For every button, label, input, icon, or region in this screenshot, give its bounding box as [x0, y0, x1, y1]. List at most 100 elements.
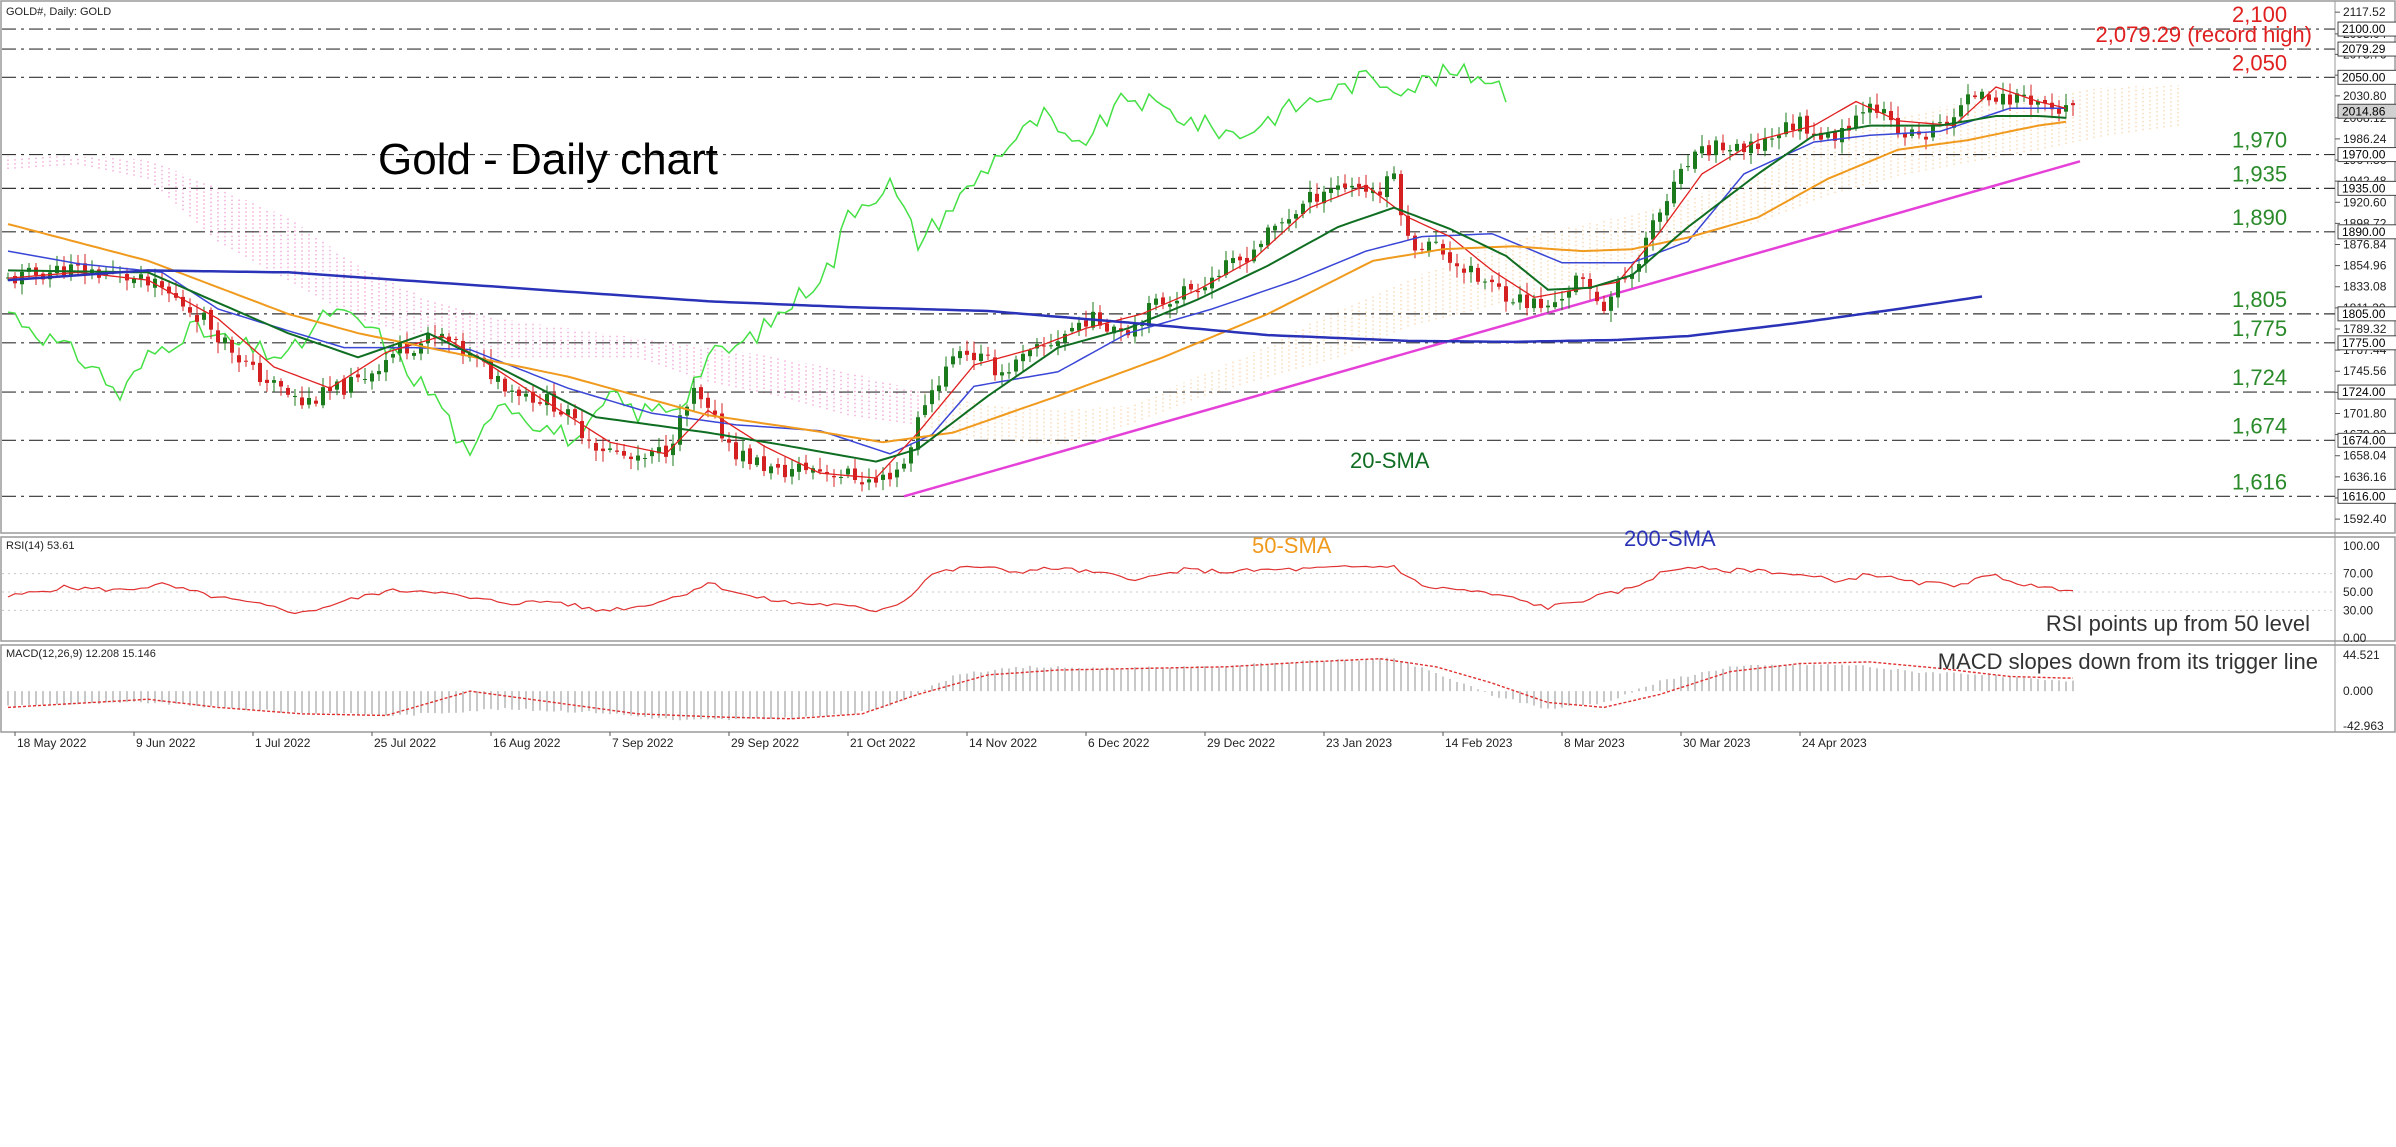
candle-bearish: [1588, 278, 1592, 289]
candle-bullish: [951, 356, 955, 365]
candle-bullish: [1693, 151, 1697, 169]
candle-bullish: [1392, 173, 1396, 180]
candle-bearish: [986, 354, 990, 356]
candle-bearish: [622, 451, 626, 456]
level-price-tag: 1935.00: [2342, 181, 2386, 195]
candle-bullish: [1609, 296, 1613, 311]
candle-bullish: [468, 352, 472, 358]
candle-bearish: [1525, 294, 1529, 308]
level-label: 2,100: [2232, 2, 2287, 27]
candle-bullish: [1063, 333, 1067, 343]
level-price-box: [2337, 306, 2396, 322]
candle-bearish: [160, 281, 164, 288]
candle-bullish: [1679, 168, 1683, 184]
candle-bearish: [2071, 103, 2075, 106]
candle-bullish: [1308, 191, 1312, 203]
date-tick-label: 16 Aug 2022: [493, 736, 561, 750]
candle-bearish: [1084, 320, 1088, 327]
date-tick-label: 14 Feb 2023: [1445, 736, 1513, 750]
candle-bullish: [1049, 345, 1053, 347]
candle-bullish: [1546, 305, 1550, 308]
candle-bearish: [517, 389, 521, 396]
candle-bearish: [580, 421, 584, 439]
candle-bullish: [643, 457, 647, 459]
price-tick-label: 1789.32: [2343, 322, 2387, 336]
price-tick-label: 1833.08: [2343, 280, 2387, 294]
candle-bearish: [489, 359, 493, 380]
candle-bullish: [678, 415, 682, 445]
candle-bullish: [741, 450, 745, 462]
horizontal-levels: 2100.00 2,100 2079.29 2,079.29 (record high…: [2, 2, 2396, 504]
rsi-panel-frame: [0, 536, 2396, 642]
candle-bullish: [1735, 143, 1739, 151]
candle-bearish: [1315, 193, 1319, 202]
current-price-tag: 2014.86: [2342, 104, 2386, 118]
candle-bullish: [1861, 112, 1865, 114]
sma200-label: 200-SMA: [1624, 526, 1716, 551]
date-tick-label: 24 Apr 2023: [1802, 736, 1867, 750]
candle-bullish: [496, 375, 500, 382]
candle-bullish: [790, 469, 794, 477]
candle-bearish: [1238, 256, 1242, 261]
candle-bearish: [2050, 102, 2054, 110]
candle-bullish: [930, 390, 934, 405]
candle-bullish: [1714, 140, 1718, 156]
candle-bullish: [1966, 94, 1970, 105]
date-tick-label: 6 Dec 2022: [1088, 736, 1150, 750]
candle-bearish: [699, 387, 703, 400]
candle-bearish: [447, 336, 451, 342]
candle-bullish: [1280, 222, 1284, 224]
candle-bullish: [1301, 203, 1305, 215]
candle-bullish: [839, 476, 843, 478]
candle-bullish: [1427, 241, 1431, 253]
candle-bullish: [1182, 286, 1186, 300]
candle-bearish: [405, 343, 409, 354]
price-tick-label: 2030.80: [2343, 89, 2387, 103]
rsi-tick-label: 0.00: [2343, 631, 2367, 645]
candle-bullish: [272, 380, 276, 383]
candle-bearish: [1602, 301, 1606, 311]
level-label: 1,724: [2232, 365, 2287, 390]
candle-bullish: [797, 463, 801, 472]
candle-bullish: [307, 397, 311, 405]
level-label: 1,890: [2232, 205, 2287, 230]
candle-bearish: [1042, 345, 1046, 347]
candle-bearish: [762, 456, 766, 471]
candle-bullish: [1322, 191, 1326, 204]
candle-bullish: [1483, 281, 1487, 283]
candle-bullish: [202, 312, 206, 320]
candle-bearish: [629, 456, 633, 460]
level-label: 1,970: [2232, 128, 2287, 153]
candle-bullish: [1518, 294, 1522, 303]
candle-bullish: [1231, 257, 1235, 264]
candle-bullish: [1826, 133, 1830, 138]
level-price-tag: 1674.00: [2342, 433, 2386, 447]
candle-bullish: [223, 337, 227, 344]
candle-bearish: [1448, 252, 1452, 263]
candle-bullish: [293, 396, 297, 398]
candlesticks: [6, 82, 2075, 492]
candle-bearish: [531, 391, 535, 403]
candle-bearish: [1343, 183, 1347, 188]
candle-bearish: [1924, 136, 1928, 140]
date-tick-label: 21 Oct 2022: [850, 736, 916, 750]
candle-bearish: [167, 286, 171, 294]
rsi-tick-label: 100.00: [2343, 539, 2380, 553]
chart-title: Gold - Daily chart: [378, 135, 718, 184]
candle-bullish: [1665, 201, 1669, 216]
candle-bearish: [286, 387, 290, 395]
candle-bullish: [1798, 116, 1802, 132]
price-tick-label: 1986.24: [2343, 132, 2387, 146]
candle-bearish: [1539, 298, 1543, 308]
level-price-box: [2337, 21, 2396, 37]
candle-bearish: [720, 413, 724, 439]
candle-bearish: [1875, 104, 1879, 113]
candle-bullish: [1644, 237, 1648, 264]
candle-bearish: [874, 477, 878, 483]
candle-bullish: [132, 278, 136, 284]
candle-bearish: [538, 402, 542, 404]
macd-signal-line: [7, 657, 2073, 720]
candle-bearish: [601, 448, 605, 452]
